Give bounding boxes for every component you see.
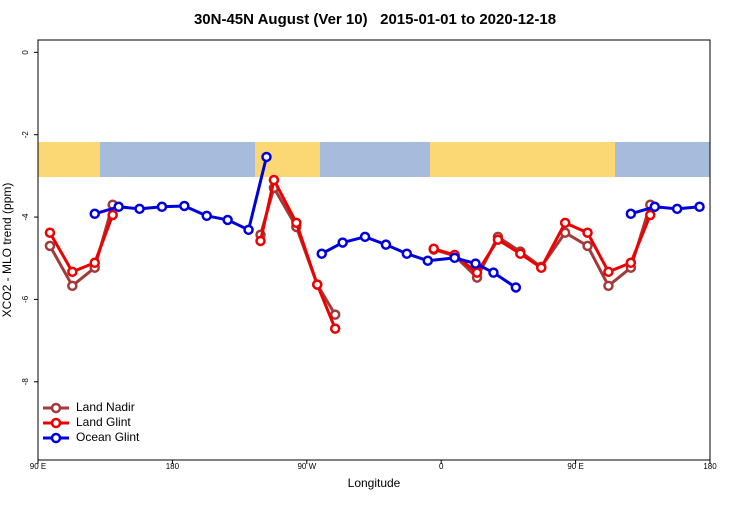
data-point	[470, 258, 481, 269]
data-point	[312, 279, 323, 290]
data-point	[649, 201, 660, 213]
map-band	[38, 142, 710, 177]
y-tick-label: -8	[21, 378, 30, 386]
data-point	[44, 240, 56, 252]
x-tick-label: 90 E	[567, 462, 583, 471]
data-point	[694, 201, 705, 213]
data-point	[107, 209, 118, 221]
data-point	[359, 231, 371, 243]
data-point	[222, 214, 233, 226]
plot-frame	[37, 39, 711, 461]
data-point	[422, 255, 434, 266]
data-point	[89, 257, 100, 269]
y-axis-label: XCO2 - MLO trend (ppm)	[0, 183, 14, 318]
data-point	[603, 280, 614, 292]
legend-label: Land Nadir	[76, 400, 135, 414]
x-tick-label: 90 E	[30, 462, 46, 471]
legend-marker	[50, 417, 62, 429]
y-tick-label: -4	[21, 213, 30, 221]
data-point	[179, 200, 190, 212]
legend-label: Ocean Glint	[76, 430, 140, 444]
data-point	[67, 280, 78, 292]
data-point	[243, 224, 254, 236]
x-axis-label: Longitude	[348, 476, 401, 490]
data-point	[582, 240, 593, 252]
y-tick-label: -6	[21, 295, 30, 303]
series-line	[48, 178, 652, 330]
data-point	[471, 267, 483, 278]
data-point	[67, 266, 78, 278]
data-point	[515, 248, 526, 259]
data-point	[329, 323, 341, 334]
data-point	[603, 266, 614, 278]
chart-title: 30N-45N August (Ver 10) 2015-01-01 to 20…	[194, 11, 556, 28]
y-tick-label: 0	[21, 50, 30, 55]
data-point	[380, 239, 392, 250]
legend-marker	[50, 402, 62, 414]
x-tick-label: 180	[166, 462, 180, 471]
data-point	[337, 237, 348, 248]
data-point	[113, 201, 124, 213]
y-tick-label: -2	[21, 131, 30, 139]
data-point	[261, 151, 272, 163]
data-point	[134, 203, 145, 215]
data-point	[428, 243, 439, 255]
data-point	[645, 209, 656, 221]
data-point	[44, 227, 56, 238]
data-point	[201, 210, 212, 222]
data-point	[582, 227, 593, 238]
legend-marker	[50, 432, 62, 444]
data-point	[255, 235, 266, 247]
data-point	[449, 252, 460, 264]
data-point	[291, 217, 302, 229]
data-point	[488, 267, 499, 278]
x-tick-label: 90 W	[297, 462, 316, 471]
legend-label: Land Glint	[76, 415, 131, 429]
data-point	[316, 248, 327, 259]
data-point	[89, 208, 100, 220]
data-point	[329, 309, 341, 320]
data-point	[268, 174, 280, 186]
data-point	[625, 208, 637, 220]
data-point	[559, 217, 571, 229]
x-tick-label: 180	[703, 462, 717, 471]
data-point	[510, 282, 522, 293]
data-point	[492, 234, 504, 245]
data-point	[671, 203, 683, 215]
data-point	[156, 201, 168, 213]
data-point	[536, 262, 547, 273]
x-tick-label: 0	[439, 462, 444, 471]
data-point	[625, 257, 637, 269]
data-point	[401, 248, 413, 259]
